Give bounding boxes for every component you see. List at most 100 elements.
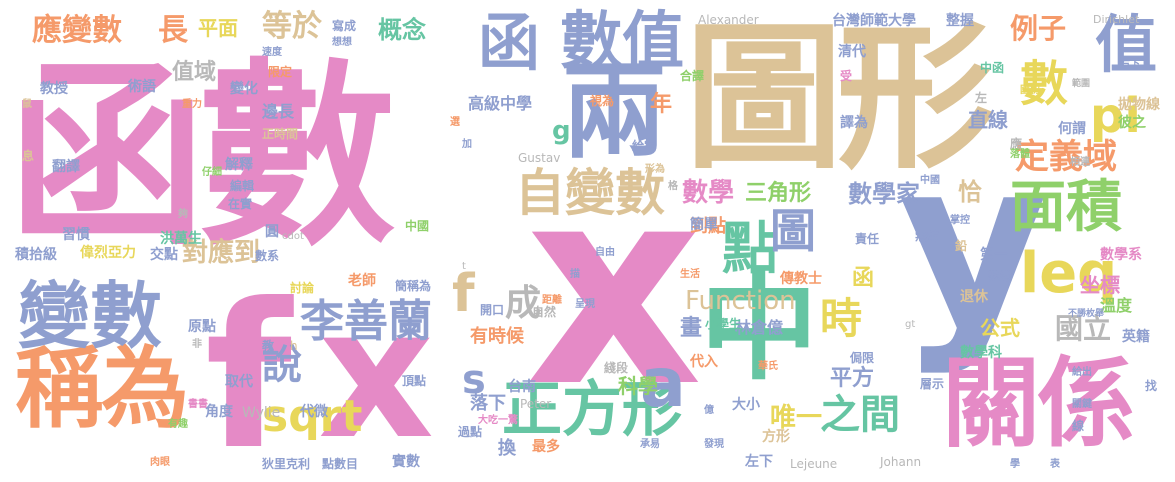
word-jia: 加 xyxy=(462,139,472,150)
word-yingji: 英籍 xyxy=(1122,329,1150,345)
word-lizi: 例子 xyxy=(1010,12,1067,45)
word-chengxian: 呈現 xyxy=(575,299,595,310)
word-youshihou: 有時候 xyxy=(470,326,524,347)
word-chuanjiaoshi: 傳教士 xyxy=(780,271,822,287)
word-han2: 函 xyxy=(852,266,875,291)
word-kexue: 科學 xyxy=(618,374,658,398)
word-johann: Johann xyxy=(880,455,922,469)
word-jiaodu: 角度 xyxy=(205,404,233,420)
word-youti: 有趣 xyxy=(168,419,188,430)
word-shuo: 說 xyxy=(262,342,302,388)
word-xiang: 鼠 xyxy=(22,99,32,110)
word-xiguan: 習慣 xyxy=(62,227,90,243)
word-yuan: 圓 xyxy=(265,224,279,240)
word-tainan: 台南 xyxy=(508,379,536,395)
word-xiangyi: 相連 xyxy=(1070,157,1090,168)
word-hua: 畫 xyxy=(680,316,703,341)
word-pi: pi xyxy=(1090,88,1141,144)
word-pingmian: 平面 xyxy=(198,16,238,40)
word-h: h xyxy=(290,339,298,353)
word-chang: 長 xyxy=(158,13,188,48)
word-zhongli: 重力 xyxy=(182,99,202,110)
word-jiaoshou: 教授 xyxy=(40,81,68,97)
word-luoxia: 落下 xyxy=(470,393,506,414)
word-gongshi: 公式 xyxy=(980,316,1020,340)
word-cdot: cdot xyxy=(282,231,304,242)
word-qingdai: 清代 xyxy=(838,44,866,60)
word-shuxuejia: 數學家 xyxy=(848,180,920,208)
word-guanxi: 關係 xyxy=(942,347,1135,461)
word-heyi: 合譯 xyxy=(680,69,705,83)
word-ziran: 自然 xyxy=(532,305,557,319)
word-quyou: 取代 xyxy=(225,374,253,390)
word-bianshu: 變數 xyxy=(18,274,163,358)
word-han: 函 xyxy=(478,6,541,79)
word-zuo: 左 xyxy=(975,91,988,105)
word-linjiayi: 林倉億 xyxy=(735,318,784,337)
word-zhengfangxing: 正方形 xyxy=(502,375,682,445)
word-zhongxin: 中函 xyxy=(980,61,1005,75)
word-daoru: 代入 xyxy=(690,354,718,370)
word-gt: gt xyxy=(905,319,916,330)
word-gou: 夠 xyxy=(178,209,188,220)
word-dian: 點 xyxy=(722,217,778,282)
word-bianji: 編輯 xyxy=(230,179,255,193)
word-zhijian: 之間 xyxy=(820,392,900,438)
word-cheng: 成 xyxy=(505,283,542,324)
word-sanjiaoxing: 三角形 xyxy=(745,181,812,206)
word-zhongguo: 中國 xyxy=(405,219,430,233)
word-zhongguo2: 中國 xyxy=(920,175,940,186)
word-zhao: 找 xyxy=(1145,379,1158,393)
word-jieshi: 解釋 xyxy=(225,157,253,173)
word-daodian: 到點 xyxy=(690,216,726,237)
word-xianding: 限定 xyxy=(268,65,293,79)
word-daxiao: 大小 xyxy=(732,397,760,413)
word-gaojizhongxue: 高級中學 xyxy=(468,94,533,113)
word-zhiyu: 值域 xyxy=(172,60,217,85)
word-zhi: 值 xyxy=(1095,8,1158,81)
word-gustav: Gustav xyxy=(518,151,561,165)
word-dingdian: 頂點 xyxy=(402,374,427,388)
word-gjishi: 給出 xyxy=(1072,367,1092,378)
word-bianzhang: 邊長 xyxy=(262,102,295,121)
word-xianduan: 綫段 xyxy=(604,361,629,375)
word-fangxing: 方形 xyxy=(762,429,790,445)
word-bushengmei: 不勝枚舉 xyxy=(1068,309,1105,319)
word-cengshi: 層示 xyxy=(920,377,945,391)
word-juli: 距離 xyxy=(542,295,562,306)
word-fa: 發現 xyxy=(704,439,724,450)
word-duiyingdao: 對應到 xyxy=(182,238,261,268)
word-shishu: 實數 xyxy=(392,454,420,470)
word-tuixiu: 退休 xyxy=(960,289,988,305)
word-xi: 息 xyxy=(22,149,35,163)
word-jiaodian: 交點 xyxy=(150,247,178,263)
word-xiaoxuesheng: 小學生 xyxy=(705,317,742,331)
word-qia: 恰 xyxy=(958,178,982,206)
word-huashi: 華氏 xyxy=(758,361,778,372)
word-zuiduo: 最多 xyxy=(532,439,560,455)
word-shuzhi: 數值 xyxy=(560,4,685,77)
word-dirichlet: Dirichlet xyxy=(1093,13,1140,26)
word-shenghuo: 生活 xyxy=(680,269,700,280)
word-biqi: 彼之 xyxy=(1118,115,1146,131)
word-di1: 第一 xyxy=(980,247,1008,263)
word-sqrt: sqrt xyxy=(262,391,363,442)
word-dengyu: 等於 xyxy=(262,9,322,44)
word-huan: 換 xyxy=(498,438,516,459)
word-zeren: 責任 xyxy=(855,232,880,246)
word-lishanlan: 李善蘭 xyxy=(300,296,432,347)
word-f2: f xyxy=(452,264,475,324)
word-hanshu: 函數 xyxy=(8,41,396,272)
word-taolun: 討論 xyxy=(290,281,315,295)
word-rouyan: 肉眼 xyxy=(150,457,170,468)
word-qian: 鉛 xyxy=(955,239,968,253)
word-tuxing: 圖形 xyxy=(685,7,995,191)
word-jianchengwei: 簡稱為 xyxy=(395,279,432,293)
word-hongwansheng: 洪萬生 xyxy=(160,231,202,247)
word-y: y xyxy=(898,111,1048,378)
word-shiwei: 視為 xyxy=(590,94,615,108)
word-jiao: 教 xyxy=(262,339,275,353)
word-x: x xyxy=(525,127,703,447)
word-f: f xyxy=(205,261,293,482)
